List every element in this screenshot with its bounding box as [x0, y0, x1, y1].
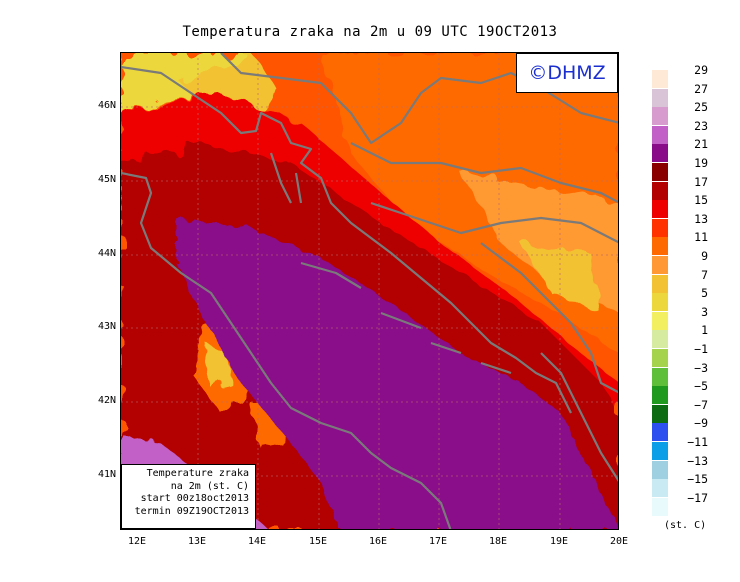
legend-swatch — [652, 144, 668, 163]
legend-label: −11 — [687, 435, 708, 449]
lat-label-44n: 44N — [97, 248, 116, 259]
info-line-parameter: Temperature zraka — [146, 468, 249, 479]
legend-label: 3 — [701, 304, 708, 319]
legend-swatch — [652, 404, 668, 423]
legend-label: −13 — [687, 453, 708, 468]
legend-label: 29 — [694, 63, 708, 77]
lon-label-15e: 15E — [308, 536, 328, 547]
legend-label: 25 — [694, 100, 708, 115]
coastlines — [121, 53, 618, 529]
legend-swatch — [652, 200, 668, 219]
legend-swatch — [652, 88, 668, 107]
legend-swatch — [652, 107, 668, 126]
legend-label: 9 — [701, 249, 708, 263]
dhmz-logo: ©DHMZ — [516, 53, 618, 93]
graticule — [121, 53, 618, 529]
legend-units: (st. C) — [664, 520, 707, 531]
legend-swatch — [652, 70, 668, 88]
map-title: Temperatura zraka na 2m u 09 UTC 19OCT20… — [182, 24, 558, 40]
lat-label-46n: 46N — [97, 100, 116, 111]
legend-swatch — [652, 330, 668, 349]
legend-label: 19 — [694, 156, 708, 170]
lon-label-17e: 17E — [428, 536, 448, 547]
info-line-start: start 00z18oct2013 — [140, 493, 249, 504]
lat-label-43n: 43N — [97, 321, 116, 332]
legend-swatch — [652, 497, 668, 516]
lon-label-20e: 20E — [609, 536, 629, 547]
legend-swatch — [652, 237, 668, 256]
legend-swatch — [652, 181, 668, 200]
temperature-map: ©DHMZ Temperature zraka na 2m (st. C) st… — [120, 52, 619, 530]
lon-label-14e: 14E — [247, 536, 267, 547]
legend-label: −17 — [687, 490, 708, 505]
legend-swatch — [652, 274, 668, 293]
legend-label: 17 — [694, 174, 708, 189]
legend-label: 11 — [694, 230, 708, 245]
legend-label: −5 — [694, 379, 708, 394]
legend-swatch — [652, 460, 668, 479]
legend-label: 13 — [694, 211, 708, 226]
lat-label-42n: 42N — [97, 395, 116, 406]
legend-label: −9 — [694, 416, 708, 431]
legend-label: 15 — [694, 193, 708, 208]
legend-swatch — [652, 256, 668, 274]
legend-swatch — [652, 442, 668, 460]
legend-label: 7 — [701, 267, 708, 282]
legend-swatch — [652, 125, 668, 144]
lon-label-13e: 13E — [187, 536, 207, 547]
legend-swatch — [652, 386, 668, 405]
legend-label: −3 — [694, 360, 708, 375]
legend-label: 21 — [694, 137, 708, 152]
legend-label: 5 — [701, 286, 708, 301]
info-line-termin: termin 09Z19OCT2013 — [134, 505, 249, 517]
info-box: Temperature zraka na 2m (st. C) start 00… — [121, 464, 256, 529]
info-line-units: na 2m (st. C) — [170, 480, 249, 492]
legend-label: 23 — [694, 118, 708, 133]
lon-label-16e: 16E — [368, 536, 388, 547]
legend-label: −1 — [694, 342, 708, 356]
legend-label: −15 — [687, 472, 708, 487]
lon-label-19e: 19E — [549, 536, 569, 547]
lon-label-18e: 18E — [488, 536, 508, 547]
legend-swatch — [652, 163, 668, 181]
legend-swatch — [652, 349, 668, 367]
temperature-field — [121, 53, 618, 529]
lon-label-12e: 12E — [127, 536, 147, 547]
legend-label: 1 — [701, 323, 708, 338]
lat-label-45n: 45N — [97, 174, 116, 185]
lat-label-41n: 41N — [97, 469, 116, 480]
legend-label: 27 — [694, 81, 708, 96]
legend-swatch — [652, 367, 668, 386]
legend-swatch — [652, 423, 668, 442]
legend-label: −7 — [694, 397, 708, 412]
legend-swatch — [652, 218, 668, 237]
legend-swatch — [652, 293, 668, 312]
legend-swatch — [652, 479, 668, 498]
legend-swatch — [652, 311, 668, 330]
